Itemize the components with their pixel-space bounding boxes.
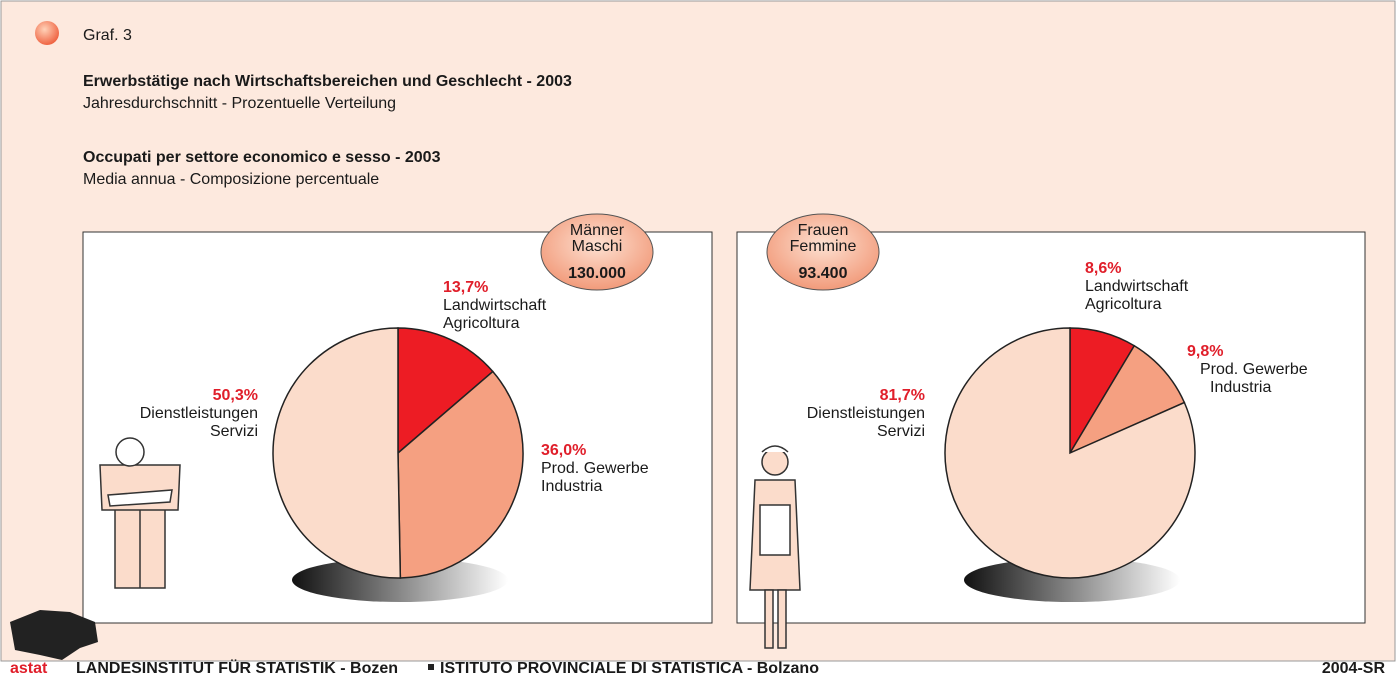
footer-left: LANDESINSTITUT FÜR STATISTIK - Bozen (76, 658, 398, 677)
group-total: 93.400 (799, 265, 848, 282)
category-label: Prod. Gewerbe (1200, 361, 1308, 378)
man-figure (99, 437, 181, 589)
category-label: Landwirtschaft (443, 297, 547, 314)
group-oval (540, 213, 654, 291)
category-label: Servizi (210, 423, 258, 440)
logo-map (10, 610, 98, 660)
pie-slice (944, 327, 1196, 579)
category-label: Industria (541, 478, 602, 495)
graf-label: Graf. 3 (83, 27, 132, 44)
group-label: Männer (570, 222, 625, 239)
group-label: Maschi (572, 238, 623, 255)
value-label: 13,7% (443, 279, 488, 296)
category-label: Dienstleistungen (807, 405, 925, 422)
value-label: 8,6% (1085, 260, 1121, 277)
pie-slice (1068, 344, 1186, 455)
group-oval (766, 213, 880, 291)
value-label: 9,8% (1187, 343, 1223, 360)
category-label: Industria (1210, 379, 1271, 396)
pie-shadow (292, 558, 508, 602)
value-label: 50,3% (213, 387, 258, 404)
separator (428, 664, 434, 670)
title-de: Erwerbstätige nach Wirtschaftsbereichen … (83, 73, 572, 90)
subtitle-it: Media annua - Composizione percentuale (83, 171, 379, 188)
bullet (35, 21, 59, 45)
group-label: Frauen (798, 222, 849, 239)
pie-slice (272, 327, 402, 579)
category-label: Prod. Gewerbe (541, 460, 649, 477)
pie-shadow (964, 558, 1180, 602)
footer-middle: ISTITUTO PROVINCIALE DI STATISTICA - Bol… (440, 660, 819, 677)
logo-text: astat (10, 660, 48, 677)
value-label: 81,7% (880, 387, 925, 404)
footer-right: 2004-SR (1322, 660, 1386, 677)
category-label: Servizi (877, 423, 925, 440)
category-label: Landwirtschaft (1085, 278, 1189, 295)
pie-slice (397, 370, 524, 579)
pie-slice (397, 327, 494, 455)
category-label: Dienstleistungen (140, 405, 258, 422)
title-it: Occupati per settore economico e sesso -… (83, 149, 441, 166)
group-total: 130.000 (568, 265, 626, 282)
group-label: Femmine (790, 238, 857, 255)
category-label: Agricoltura (1085, 296, 1162, 313)
category-label: Agricoltura (443, 315, 520, 332)
subtitle-de: Jahresdurchschnitt - Prozentuelle Vertei… (83, 95, 396, 112)
value-label: 36,0% (541, 442, 586, 459)
woman-figure (749, 445, 801, 649)
